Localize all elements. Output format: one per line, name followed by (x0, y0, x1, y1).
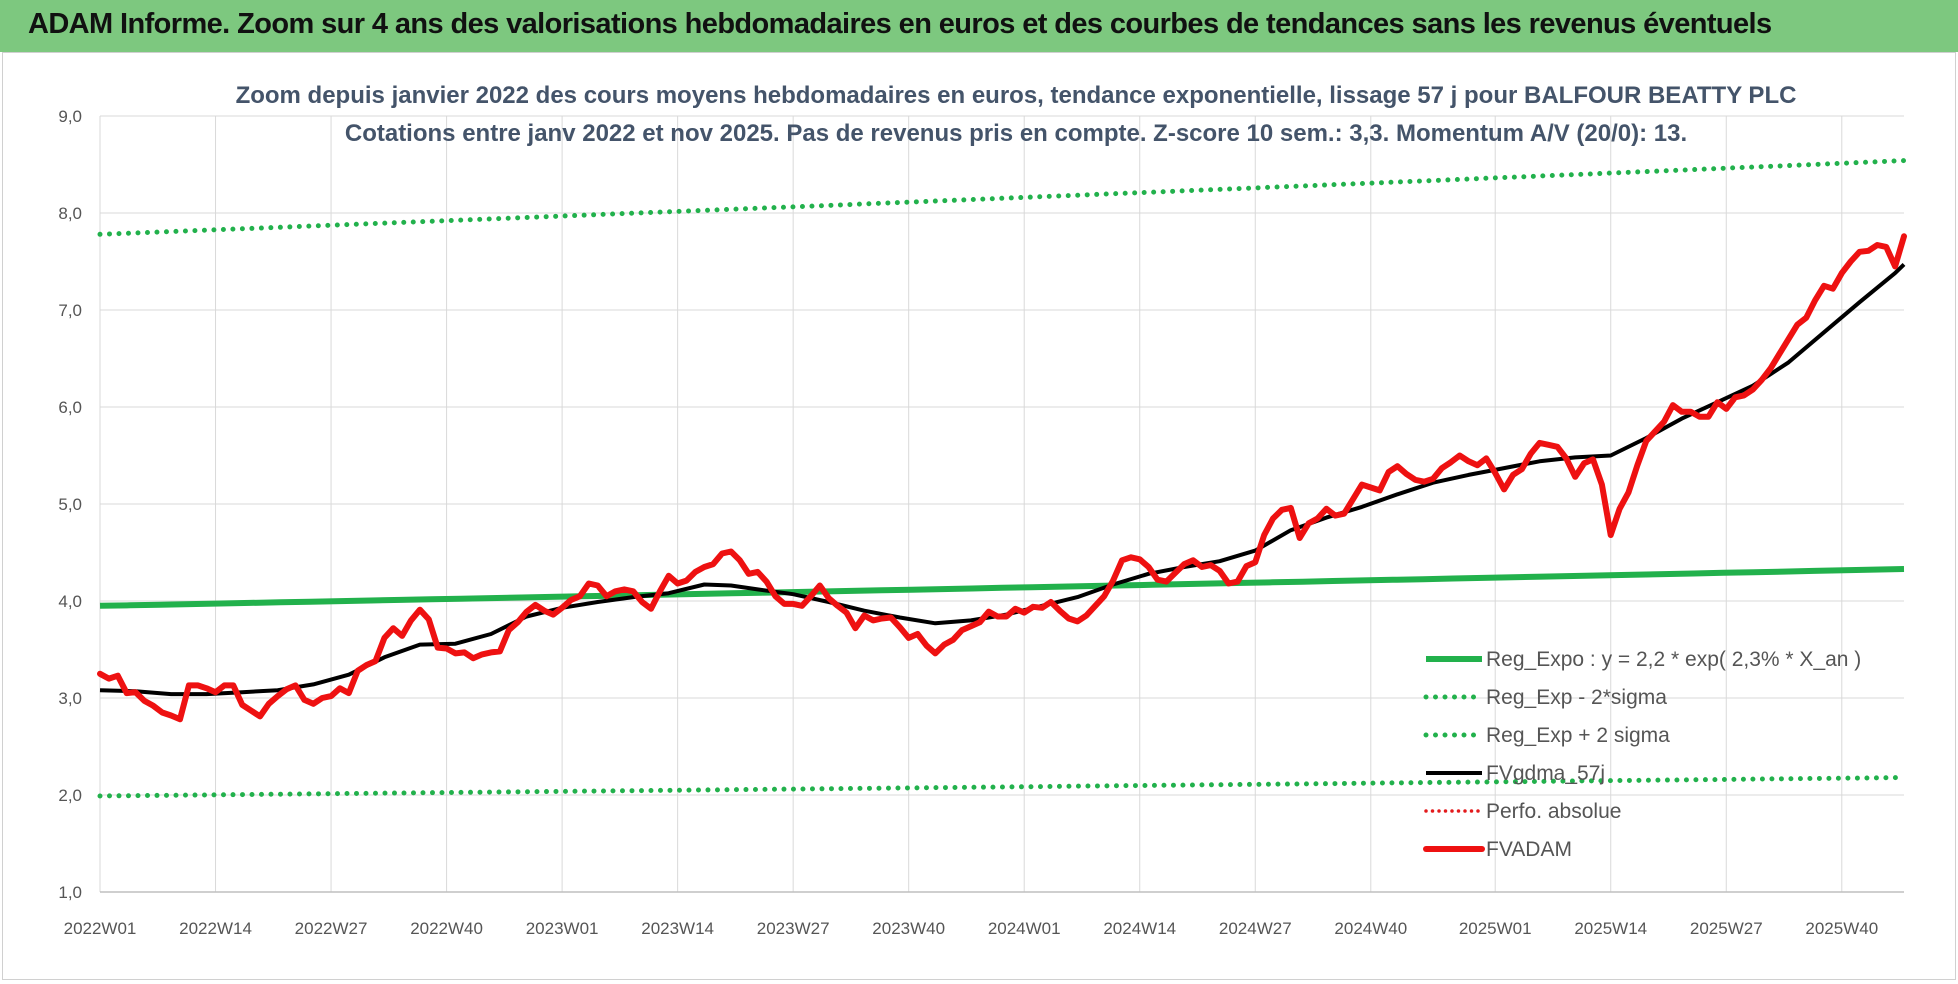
legend-label: Reg_Exp + 2 sigma (1486, 724, 1670, 747)
chart-legend: Reg_Expo : y = 2,2 * exp( 2,3% * X_an ) R… (1423, 648, 1861, 861)
x-tick-label: 2024W27 (1219, 919, 1292, 938)
legend-label: Reg_Expo : y = 2,2 * exp( 2,3% * X_an ) (1486, 648, 1861, 671)
x-tick-label: 2023W14 (641, 919, 714, 938)
header-banner: ADAM Informe. Zoom sur 4 ans des valoris… (0, 0, 1958, 52)
x-tick-label: 2025W40 (1805, 919, 1878, 938)
x-tick-label: 2023W27 (757, 919, 830, 938)
x-tick-label: 2025W27 (1690, 919, 1763, 938)
x-tick-label: 2022W14 (179, 919, 252, 938)
chart-subtitle: Cotations entre janv 2022 et nov 2025. P… (345, 120, 1687, 147)
x-tick-label: 2024W01 (988, 919, 1061, 938)
x-tick-label: 2025W14 (1574, 919, 1647, 938)
y-tick-label: 3,0 (58, 689, 82, 708)
x-tick-label: 2023W40 (872, 919, 945, 938)
series-line-sigma (97, 775, 1907, 799)
y-tick-label: 9,0 (58, 107, 82, 126)
y-tick-label: 1,0 (58, 883, 82, 902)
legend-label: Reg_Exp - 2*sigma (1486, 686, 1667, 709)
y-tick-label: 4,0 (58, 592, 82, 611)
series-line-sigma (97, 158, 1907, 237)
x-tick-label: 2025W01 (1459, 919, 1532, 938)
y-tick-label: 7,0 (58, 301, 82, 320)
x-tick-label: 2022W27 (295, 919, 368, 938)
chart-frame (2, 52, 1956, 980)
series-line-reg (99, 566, 1905, 609)
banner-title: ADAM Informe. Zoom sur 4 ans des valoris… (28, 8, 1772, 40)
y-tick-label: 5,0 (58, 495, 82, 514)
y-tick-label: 2,0 (58, 786, 82, 805)
chart-axes: 1,0 2,0 3,0 4,0 5,0 6,0 7,0 8,0 9,0 2022W01 2022W1… (58, 107, 1904, 938)
chart-grid (99, 115, 1904, 892)
chart-series (97, 158, 1907, 799)
legend-label: FVADAM (1486, 838, 1572, 861)
x-tick-label: 2023W01 (526, 919, 599, 938)
x-tick-label: 2022W40 (410, 919, 483, 938)
legend-label: FVgdma_57j (1486, 762, 1605, 785)
legend-label: Perfo. absolue (1486, 800, 1621, 823)
x-tick-label: 2024W40 (1334, 919, 1407, 938)
series-line-fvadam (97, 233, 1907, 723)
y-tick-label: 6,0 (58, 398, 82, 417)
x-tick-label: 2022W01 (64, 919, 137, 938)
y-tick-label: 8,0 (58, 204, 82, 223)
x-tick-label: 2024W14 (1103, 919, 1176, 938)
chart-title: Zoom depuis janvier 2022 des cours moyen… (236, 82, 1797, 109)
